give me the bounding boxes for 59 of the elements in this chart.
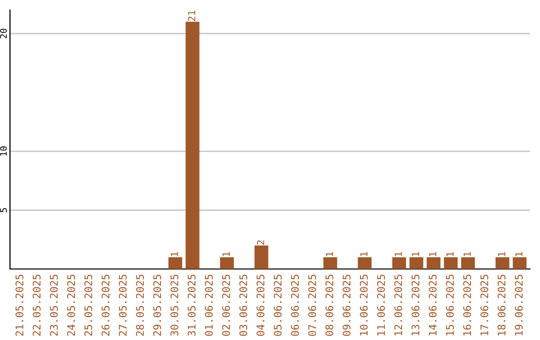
bar bbox=[220, 257, 234, 269]
x-tick-label: 01.06.2025 bbox=[204, 274, 213, 336]
x-tick-label: 28.05.2025 bbox=[136, 274, 144, 336]
x-tick-label: 15.06.2025 bbox=[446, 274, 454, 336]
x-tick-label: 26.05.2025 bbox=[102, 274, 110, 336]
bar bbox=[461, 257, 475, 269]
bar bbox=[444, 257, 458, 269]
x-tick-label: 16.06.2025 bbox=[463, 274, 472, 336]
x-tick-label: 19.06.2025 bbox=[514, 274, 523, 336]
data-label: 2 bbox=[256, 240, 264, 245]
data-label: 1 bbox=[222, 252, 230, 256]
x-tick-label: 21.05.2025 bbox=[16, 274, 24, 336]
x-tick-label: 17.06.2025 bbox=[480, 274, 488, 336]
data-label: 1 bbox=[498, 252, 506, 256]
bar bbox=[323, 257, 338, 269]
data-label: 1 bbox=[360, 252, 368, 256]
data-label: 1 bbox=[429, 252, 436, 256]
x-tick-label: 06.06.2025 bbox=[291, 274, 299, 336]
bar bbox=[512, 257, 527, 269]
bar bbox=[186, 22, 200, 269]
x-tick-label: 24.05.2025 bbox=[67, 274, 76, 336]
x-tick-label: 29.05.2025 bbox=[153, 274, 162, 336]
x-tick-label: 05.06.2025 bbox=[274, 274, 282, 336]
x-tick-label: 08.06.2025 bbox=[325, 274, 334, 336]
bar bbox=[496, 257, 510, 269]
x-tick-label: 10.06.2025 bbox=[360, 274, 368, 336]
data-label: 1 bbox=[464, 252, 471, 256]
x-tick-label: 03.06.2025 bbox=[239, 274, 248, 336]
bar bbox=[426, 257, 440, 269]
bar bbox=[409, 257, 424, 269]
data-label: 1 bbox=[446, 252, 454, 256]
data-label: 1 bbox=[412, 252, 420, 256]
y-tick-label: 5 bbox=[0, 208, 7, 212]
x-tick-label: 25.05.2025 bbox=[84, 274, 92, 336]
x-tick-label: 22.05.2025 bbox=[32, 274, 41, 336]
x-tick-label: 18.06.2025 bbox=[498, 274, 506, 336]
bar bbox=[254, 245, 268, 269]
x-tick-label: 27.05.2025 bbox=[118, 274, 127, 336]
y-tick-label: 10 bbox=[0, 146, 7, 156]
x-tick-label: 30.05.2025 bbox=[170, 274, 178, 336]
x-tick-label: 04.06.2025 bbox=[256, 274, 264, 336]
x-tick-label: 02.06.2025 bbox=[222, 274, 230, 336]
bar bbox=[358, 257, 372, 269]
data-label: 1 bbox=[326, 252, 333, 256]
x-tick-label: 23.05.2025 bbox=[50, 274, 58, 336]
x-tick-label: 13.06.2025 bbox=[412, 274, 420, 336]
x-tick-label: 31.05.2025 bbox=[188, 274, 196, 336]
x-tick-label: 09.06.2025 bbox=[342, 274, 351, 336]
data-label: 1 bbox=[515, 252, 522, 256]
x-tick-label: 14.06.2025 bbox=[428, 274, 437, 336]
x-tick-label: 11.06.2025 bbox=[377, 274, 385, 336]
bar bbox=[392, 257, 406, 269]
data-label: 21 bbox=[188, 10, 196, 22]
y-tick-label: 20 bbox=[0, 28, 7, 38]
bar bbox=[168, 257, 182, 269]
data-label: 1 bbox=[170, 252, 178, 256]
x-tick-label: 12.06.2025 bbox=[394, 274, 402, 336]
x-tick-label: 07.06.2025 bbox=[308, 274, 316, 336]
data-label: 1 bbox=[394, 252, 402, 256]
